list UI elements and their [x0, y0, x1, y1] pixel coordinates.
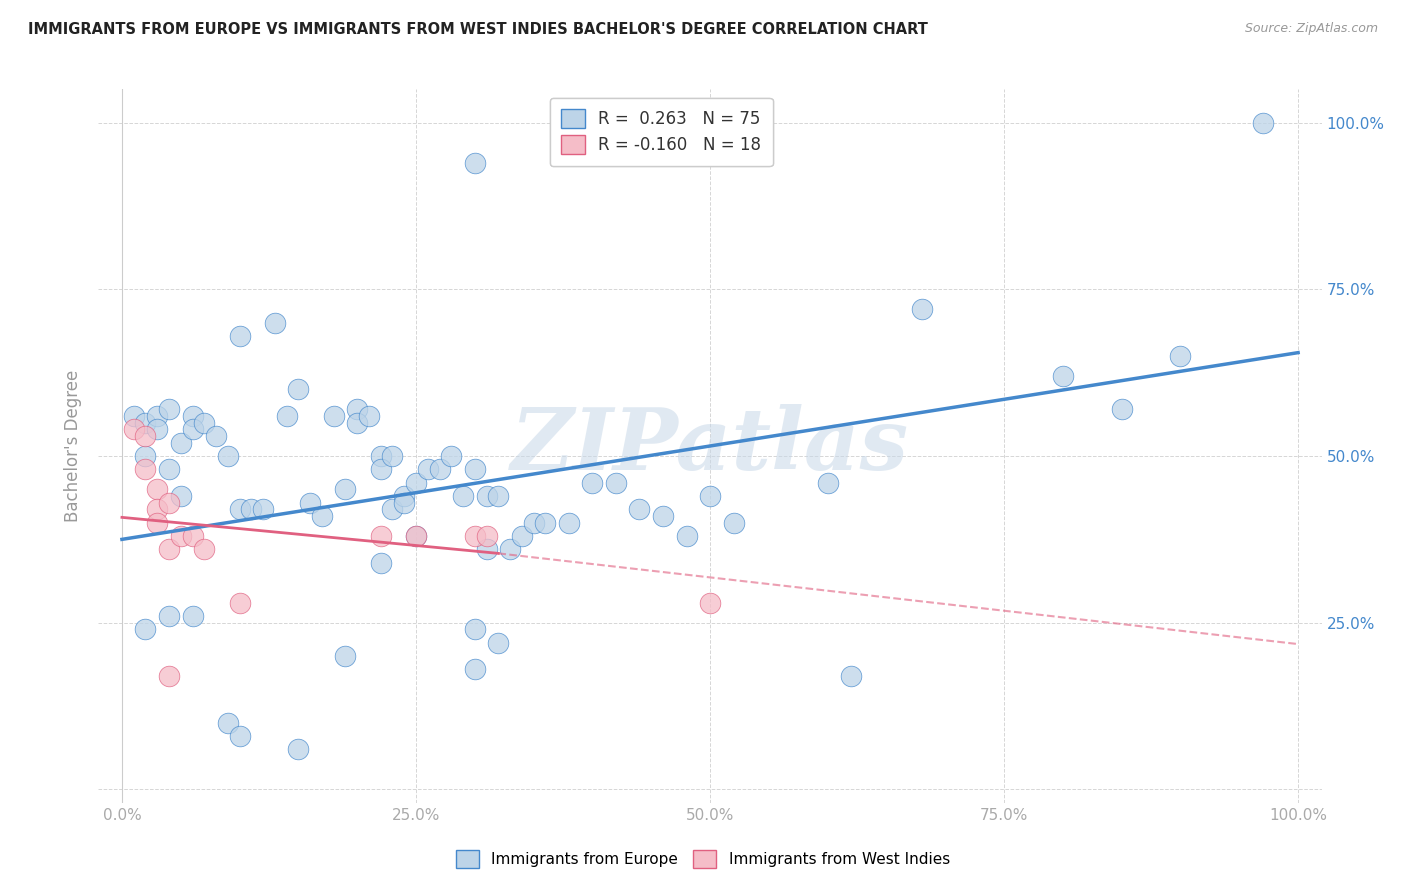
Point: [134, 429, 156, 443]
Point: [263, 316, 285, 330]
Point: [335, 649, 357, 664]
Point: [346, 416, 368, 430]
Point: [287, 742, 309, 756]
Point: [146, 422, 169, 436]
Point: [217, 715, 239, 730]
Point: [381, 449, 404, 463]
Point: [605, 475, 627, 490]
Point: [193, 416, 215, 430]
Text: IMMIGRANTS FROM EUROPE VS IMMIGRANTS FROM WEST INDIES BACHELOR'S DEGREE CORRELAT: IMMIGRANTS FROM EUROPE VS IMMIGRANTS FRO…: [28, 22, 928, 37]
Point: [181, 529, 204, 543]
Point: [181, 609, 204, 624]
Text: ZIPatlas: ZIPatlas: [510, 404, 910, 488]
Legend: Immigrants from Europe, Immigrants from West Indies: Immigrants from Europe, Immigrants from …: [449, 843, 957, 875]
Point: [451, 489, 474, 503]
Point: [287, 382, 309, 396]
Point: [146, 409, 169, 423]
Point: [839, 669, 862, 683]
Point: [440, 449, 463, 463]
Point: [170, 435, 193, 450]
Point: [240, 502, 263, 516]
Point: [170, 489, 193, 503]
Point: [464, 662, 486, 676]
Point: [134, 462, 156, 476]
Point: [370, 529, 392, 543]
Point: [405, 529, 427, 543]
Point: [523, 516, 546, 530]
Point: [346, 402, 368, 417]
Point: [475, 529, 498, 543]
Point: [464, 623, 486, 637]
Point: [405, 475, 427, 490]
Point: [170, 529, 193, 543]
Point: [146, 483, 169, 497]
Point: [1052, 368, 1074, 383]
Point: [464, 462, 486, 476]
Point: [510, 529, 533, 543]
Point: [534, 516, 557, 530]
Point: [628, 502, 651, 516]
Point: [146, 502, 169, 516]
Point: [299, 496, 322, 510]
Text: Source: ZipAtlas.com: Source: ZipAtlas.com: [1244, 22, 1378, 36]
Point: [370, 449, 392, 463]
Point: [1111, 402, 1133, 417]
Point: [416, 462, 439, 476]
Point: [464, 155, 486, 169]
Point: [911, 302, 934, 317]
Point: [486, 489, 509, 503]
Point: [817, 475, 839, 490]
Point: [157, 402, 180, 417]
Point: [205, 429, 228, 443]
Point: [181, 409, 204, 423]
Point: [276, 409, 298, 423]
Point: [122, 409, 145, 423]
Point: [405, 529, 427, 543]
Y-axis label: Bachelor's Degree: Bachelor's Degree: [65, 370, 83, 522]
Point: [228, 729, 250, 743]
Point: [217, 449, 239, 463]
Point: [228, 502, 250, 516]
Point: [723, 516, 745, 530]
Point: [357, 409, 380, 423]
Point: [558, 516, 581, 530]
Point: [157, 669, 180, 683]
Point: [392, 489, 416, 503]
Point: [322, 409, 344, 423]
Point: [311, 509, 333, 524]
Point: [381, 502, 404, 516]
Point: [181, 422, 204, 436]
Point: [252, 502, 274, 516]
Point: [134, 623, 156, 637]
Point: [429, 462, 451, 476]
Point: [134, 449, 156, 463]
Point: [581, 475, 603, 490]
Point: [157, 542, 180, 557]
Point: [475, 489, 498, 503]
Point: [486, 636, 509, 650]
Point: [699, 489, 721, 503]
Point: [370, 556, 392, 570]
Legend: R =  0.263   N = 75, R = -0.160   N = 18: R = 0.263 N = 75, R = -0.160 N = 18: [550, 97, 773, 166]
Point: [1251, 115, 1274, 129]
Point: [392, 496, 416, 510]
Point: [193, 542, 215, 557]
Point: [157, 609, 180, 624]
Point: [146, 516, 169, 530]
Point: [464, 529, 486, 543]
Point: [370, 462, 392, 476]
Point: [475, 542, 498, 557]
Point: [652, 509, 675, 524]
Point: [157, 462, 180, 476]
Point: [675, 529, 697, 543]
Point: [699, 596, 721, 610]
Point: [122, 422, 145, 436]
Point: [157, 496, 180, 510]
Point: [134, 416, 156, 430]
Point: [228, 329, 250, 343]
Point: [1170, 349, 1192, 363]
Point: [499, 542, 522, 557]
Point: [228, 596, 250, 610]
Point: [335, 483, 357, 497]
